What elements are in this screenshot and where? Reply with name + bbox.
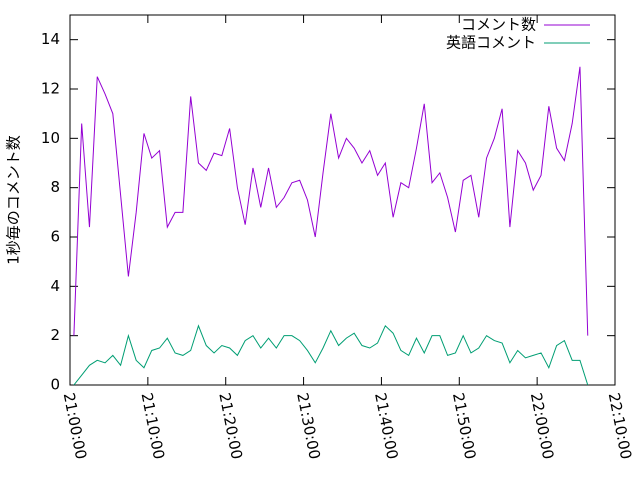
x-tick-label: 21:00:00 <box>60 391 91 461</box>
y-tick-label: 2 <box>50 326 60 344</box>
y-tick-label: 14 <box>41 30 60 48</box>
plot-frame <box>69 14 616 386</box>
y-tick-label: 6 <box>50 228 60 246</box>
y-tick-label: 0 <box>50 376 60 394</box>
y-tick-label: 12 <box>41 80 60 98</box>
x-tick-label: 22:10:00 <box>605 391 636 461</box>
x-tick-label: 21:50:00 <box>449 391 480 461</box>
data-line <box>73 66 589 336</box>
x-tick-label: 21:10:00 <box>138 391 169 461</box>
data-line <box>73 324 589 386</box>
x-tick-label: 21:40:00 <box>371 391 402 461</box>
y-axis-label: 1秒毎のコメント数 <box>5 135 23 265</box>
legend-label: 英語コメント <box>446 34 536 52</box>
y-tick-label: 8 <box>50 178 60 196</box>
x-tick-label: 22:00:00 <box>527 391 558 461</box>
y-tick-label: 4 <box>50 277 60 295</box>
y-tick-label: 10 <box>41 129 60 147</box>
legend-label: コメント数 <box>461 16 536 34</box>
x-tick-label: 21:30:00 <box>293 391 324 461</box>
x-tick-label: 21:20:00 <box>215 391 246 461</box>
